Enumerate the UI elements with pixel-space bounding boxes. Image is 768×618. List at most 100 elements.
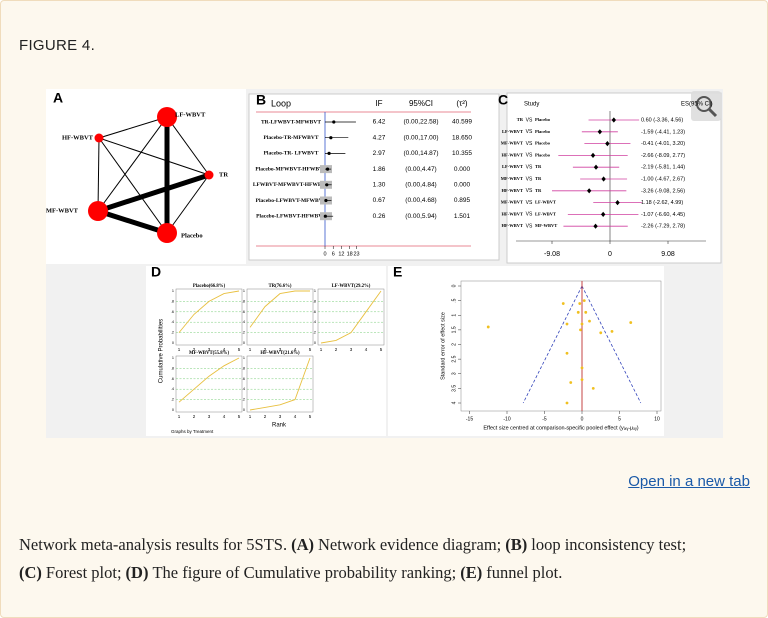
x-tick-label: 2	[264, 347, 267, 352]
network-edge	[98, 137, 168, 234]
row-label: Placebo	[535, 117, 551, 122]
subplot-title: TR(76.6%)	[268, 284, 291, 289]
funnel-point	[576, 310, 580, 314]
table-cell: 18.650	[452, 134, 472, 141]
caption-intro: Network meta-analysis results for 5STS.	[19, 535, 288, 554]
row-label: VS	[526, 153, 533, 159]
table-cell: 0.000	[454, 182, 471, 189]
node-label: TR	[219, 171, 228, 178]
table-cell: Placebo-TR-MFWBVT	[264, 135, 319, 141]
cumulative-curve	[320, 290, 382, 344]
row-label: Placebo	[535, 129, 551, 134]
if-point	[332, 120, 336, 124]
figure-caption: Network meta-analysis results for 5STS.(…	[19, 531, 744, 587]
x-axis-label: Effect size centred at comparison-specif…	[483, 425, 638, 431]
row-label: VS	[526, 224, 533, 230]
network-edge	[97, 116, 168, 212]
row-label: VS	[526, 129, 533, 135]
subplot-frame	[246, 288, 314, 346]
magnifier-icon[interactable]	[691, 91, 721, 121]
y-tick-label: 3	[451, 372, 457, 375]
es-diamond	[611, 117, 617, 123]
y-tick-label: .8	[313, 299, 316, 303]
y-tick-label: .2	[242, 331, 245, 335]
row-label: LF-WBVT	[502, 164, 523, 169]
funnel-point	[582, 299, 586, 303]
row-label: VS	[526, 200, 533, 206]
network-node	[94, 133, 104, 143]
column-header: 95%CI	[409, 99, 433, 108]
cumulative-curve	[178, 357, 240, 403]
x-tick-label: -9.08	[544, 251, 560, 258]
panel-label: D	[151, 264, 161, 280]
table-cell: (0.00,4.47)	[405, 166, 436, 173]
es-label: -1.59 (-4.41, 1.23)	[641, 129, 685, 135]
network-edge	[98, 116, 168, 139]
y-tick-label: 1	[314, 289, 316, 293]
es-label: -2.26 (-7.29, 2.78)	[641, 224, 685, 230]
x-tick-label: -10	[503, 416, 510, 422]
x-tick-label: 5	[238, 347, 241, 352]
network-node	[157, 107, 177, 127]
row-label: VS	[526, 188, 533, 194]
y-tick-label: .4	[171, 387, 174, 391]
table-cell: (0.00,4.84)	[405, 182, 436, 189]
network-node	[88, 201, 108, 221]
figure-image: A B C D E LF-WBVT HF-WBVT TR MF-WBVT Placebo Loop I…	[46, 89, 723, 438]
if-point	[329, 136, 333, 140]
table-cell: 0.000	[454, 166, 471, 173]
subplot-title: LF-WBVT(29.2%)	[332, 284, 371, 289]
funnel-point	[580, 378, 584, 381]
x-tick-label: 2	[193, 347, 196, 352]
row-label: MF-WBVT	[501, 200, 523, 205]
table-cell: 1.86	[373, 166, 386, 173]
funnel-point	[580, 366, 584, 370]
y-tick-label: .4	[313, 320, 316, 324]
y-tick-label: .5	[451, 298, 457, 302]
x-tick-label: 6	[332, 251, 335, 257]
funnel-point	[565, 401, 569, 405]
node-label: MF-WBVT	[46, 207, 79, 214]
es-label: -3.26 (-9.08, 2.56)	[641, 188, 685, 194]
x-tick-label: 4	[294, 347, 297, 352]
x-tick-label: 1	[249, 414, 252, 419]
x-tick-label: 3	[208, 414, 211, 419]
x-tick-label: 5	[309, 347, 312, 352]
y-tick-label: .8	[171, 366, 174, 370]
node-label: LF-WBVT	[175, 111, 206, 118]
es-diamond	[593, 223, 598, 229]
y-tick-label: 1	[243, 356, 245, 360]
column-header: ES(95% CI)	[681, 102, 713, 108]
funnel-point	[584, 310, 588, 314]
funnel-point	[588, 319, 591, 323]
x-tick-label: 5	[380, 347, 383, 352]
table-cell: (0.00,14.87)	[403, 150, 438, 157]
network-node	[157, 223, 177, 243]
if-point	[323, 214, 327, 218]
y-tick-label: .2	[171, 398, 174, 402]
y-tick-label: 3.5	[451, 385, 457, 392]
if-point	[325, 183, 329, 187]
row-label: VS	[526, 212, 533, 218]
y-tick-label: .2	[313, 331, 316, 335]
y-tick-label: .6	[313, 310, 316, 314]
y-tick-label: 1	[243, 289, 245, 293]
y-axis-label: Standard error of effect size	[440, 312, 446, 380]
y-tick-label: 1	[172, 289, 174, 293]
row-label: TR	[535, 164, 542, 169]
row-label: VS	[526, 165, 533, 171]
open-new-tab-link[interactable]: Open in a new tab	[628, 473, 750, 490]
x-tick-label: 3	[279, 414, 282, 419]
network-edge	[97, 172, 210, 214]
subplot-frame	[246, 355, 314, 413]
funnel-point	[578, 302, 582, 305]
table-cell: 1.501	[454, 213, 471, 220]
es-label: -1.07 (-6.60, 4.45)	[641, 212, 685, 218]
network-edge	[97, 137, 100, 212]
es-label: 1.18 (-2.62, 4.99)	[641, 200, 683, 206]
x-tick-label: 4	[294, 414, 297, 419]
x-tick-label: 1	[178, 414, 181, 419]
y-tick-label: 4	[451, 401, 457, 404]
y-tick-label: .2	[242, 398, 245, 402]
y-tick-label: 0	[172, 408, 174, 412]
